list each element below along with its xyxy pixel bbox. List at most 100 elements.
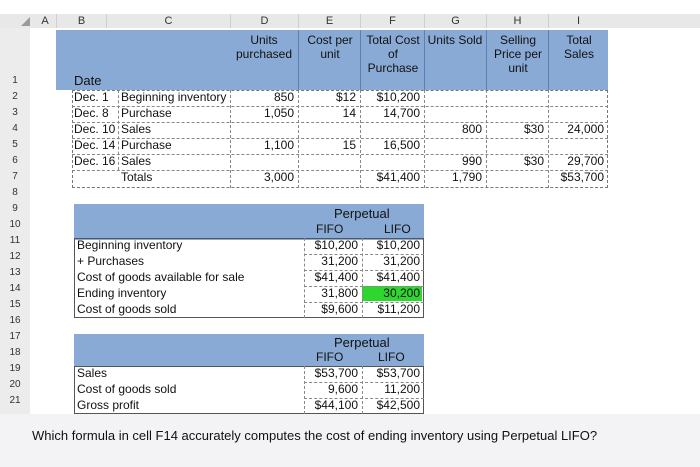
cell-b11[interactable]: Beginning inventory xyxy=(77,238,183,252)
header-cost-per-unit[interactable]: Cost per unit xyxy=(307,33,353,61)
header-units-sold[interactable]: Units Sold xyxy=(427,33,483,47)
column-header-i[interactable]: I xyxy=(548,14,608,28)
cell-b13[interactable]: Cost of goods available for sale xyxy=(77,270,245,284)
row-header-6[interactable]: 6 xyxy=(12,155,18,166)
column-header-g[interactable]: G xyxy=(424,14,486,28)
cell-f19[interactable]: $53,700 xyxy=(376,366,420,380)
cell-f14[interactable]: 30,200 xyxy=(383,286,420,300)
cell-e21[interactable]: $44,100 xyxy=(314,398,358,412)
row-header-1[interactable]: 1 xyxy=(12,75,18,86)
cell-f7[interactable]: $41,400 xyxy=(376,170,420,184)
cell-f12[interactable]: 31,200 xyxy=(383,254,420,268)
row-header-21[interactable]: 21 xyxy=(9,395,21,406)
row-header-8[interactable]: 8 xyxy=(12,187,18,198)
row-header-16[interactable]: 16 xyxy=(9,315,21,326)
cell-i6[interactable]: 29,700 xyxy=(567,154,604,168)
row-header-19[interactable]: 19 xyxy=(9,363,21,374)
cell-d5[interactable]: 1,100 xyxy=(263,138,294,152)
row-header-11[interactable]: 11 xyxy=(9,235,21,246)
cell-f13[interactable]: $41,400 xyxy=(376,270,420,284)
cell-e2[interactable]: $12 xyxy=(335,90,356,104)
perpetual2-title[interactable]: Perpetual xyxy=(334,335,390,350)
perpetual2-lifo-header[interactable]: LIFO xyxy=(378,350,405,364)
row-header-20[interactable]: 20 xyxy=(9,379,21,390)
cell-e13[interactable]: $41,400 xyxy=(314,270,358,284)
cell-c5[interactable]: Purchase xyxy=(121,138,172,152)
column-header-d[interactable]: D xyxy=(230,14,298,28)
cell-d7[interactable]: 3,000 xyxy=(263,170,294,184)
cell-h6[interactable]: $30 xyxy=(523,154,544,168)
cell-b2[interactable]: Dec. 1 xyxy=(74,90,109,104)
cell-b3[interactable]: Dec. 8 xyxy=(74,106,109,120)
column-header-f[interactable]: F xyxy=(360,14,424,28)
row-header-14[interactable]: 14 xyxy=(9,283,21,294)
perpetual1-fifo-header[interactable]: FIFO xyxy=(316,222,344,236)
cell-b21[interactable]: Gross profit xyxy=(77,398,140,412)
select-all-corner[interactable] xyxy=(10,14,34,28)
cell-i4[interactable]: 24,000 xyxy=(567,122,604,136)
cell-e20[interactable]: 9,600 xyxy=(327,382,358,396)
cell-d3[interactable]: 1,050 xyxy=(263,106,294,120)
perpetual2-fifo-header[interactable]: FIFO xyxy=(316,350,344,364)
row-header-17[interactable]: 17 xyxy=(9,331,21,342)
cell-b15[interactable]: Cost of goods sold xyxy=(77,302,177,316)
cell-b19[interactable]: Sales xyxy=(77,366,108,380)
column-header-c[interactable]: C xyxy=(106,14,230,28)
cell-e5[interactable]: 15 xyxy=(342,138,356,152)
cell-b14[interactable]: Ending inventory xyxy=(77,286,167,300)
row-header-2[interactable]: 2 xyxy=(12,91,18,102)
cell-g7[interactable]: 1,790 xyxy=(451,170,482,184)
cell-c7-totals[interactable]: Totals xyxy=(121,170,153,184)
column-header-b[interactable]: B xyxy=(56,14,106,28)
row-header-3[interactable]: 3 xyxy=(12,107,18,118)
row-header-15[interactable]: 15 xyxy=(9,299,21,310)
cell-c6[interactable]: Sales xyxy=(121,154,152,168)
row-header-10[interactable]: 10 xyxy=(9,219,21,230)
cell-b6[interactable]: Dec. 16 xyxy=(74,154,116,168)
cell-h4[interactable]: $30 xyxy=(523,122,544,136)
cell-c4[interactable]: Sales xyxy=(121,122,152,136)
cell-f11[interactable]: $10,200 xyxy=(376,238,420,252)
cell-c2[interactable]: Beginning inventory xyxy=(121,90,227,104)
cell-d2[interactable]: 850 xyxy=(273,90,294,104)
header-date[interactable]: Date xyxy=(74,73,102,88)
cell-f2[interactable]: $10,200 xyxy=(376,90,420,104)
cell-g4[interactable]: 800 xyxy=(461,122,482,136)
cell-f15[interactable]: $11,200 xyxy=(377,302,421,316)
cell-e11[interactable]: $10,200 xyxy=(314,238,358,252)
cell-g6[interactable]: 990 xyxy=(461,154,482,168)
cell-e15[interactable]: $9,600 xyxy=(321,302,358,316)
cell-f5[interactable]: 16,500 xyxy=(383,138,420,152)
row-header-18[interactable]: 18 xyxy=(9,347,21,358)
grid-line xyxy=(304,366,305,414)
cell-b4[interactable]: Dec. 10 xyxy=(74,122,116,136)
header-total-sales[interactable]: Total Sales xyxy=(563,33,595,61)
column-header-a[interactable]: A xyxy=(41,15,49,27)
perpetual1-lifo-header[interactable]: LIFO xyxy=(384,222,411,236)
cell-b5[interactable]: Dec. 14 xyxy=(74,138,116,152)
header-total-cost[interactable]: Total Cost of Purchase xyxy=(366,33,420,75)
cell-f20[interactable]: 11,200 xyxy=(384,382,420,396)
cell-c3[interactable]: Purchase xyxy=(121,106,172,120)
row-header-9[interactable]: 9 xyxy=(12,203,18,214)
cell-b12[interactable]: + Purchases xyxy=(77,254,145,268)
perpetual1-title[interactable]: Perpetual xyxy=(334,206,390,221)
header-selling-price[interactable]: Selling Price per unit xyxy=(493,33,543,75)
header-units-purchased[interactable]: Units purchased xyxy=(235,33,293,61)
row-header-7[interactable]: 7 xyxy=(12,171,18,182)
cell-i7[interactable]: $53,700 xyxy=(560,170,604,184)
row-header-5[interactable]: 5 xyxy=(12,139,18,150)
cell-b20[interactable]: Cost of goods sold xyxy=(77,382,177,396)
cell-e19[interactable]: $53,700 xyxy=(314,366,358,380)
cell-f3[interactable]: 14,700 xyxy=(383,106,420,120)
cell-e3[interactable]: 14 xyxy=(342,106,356,120)
column-header-e[interactable]: E xyxy=(298,14,360,28)
cell-f21[interactable]: $42,500 xyxy=(376,398,420,412)
column-header-h[interactable]: H xyxy=(486,14,548,28)
row-header-12[interactable]: 12 xyxy=(9,251,21,262)
row-header-4[interactable]: 4 xyxy=(12,123,18,134)
cell-e12[interactable]: 31,200 xyxy=(321,254,358,268)
grid-line xyxy=(304,398,424,399)
row-header-13[interactable]: 13 xyxy=(9,267,21,278)
cell-e14[interactable]: 31,800 xyxy=(321,286,358,300)
